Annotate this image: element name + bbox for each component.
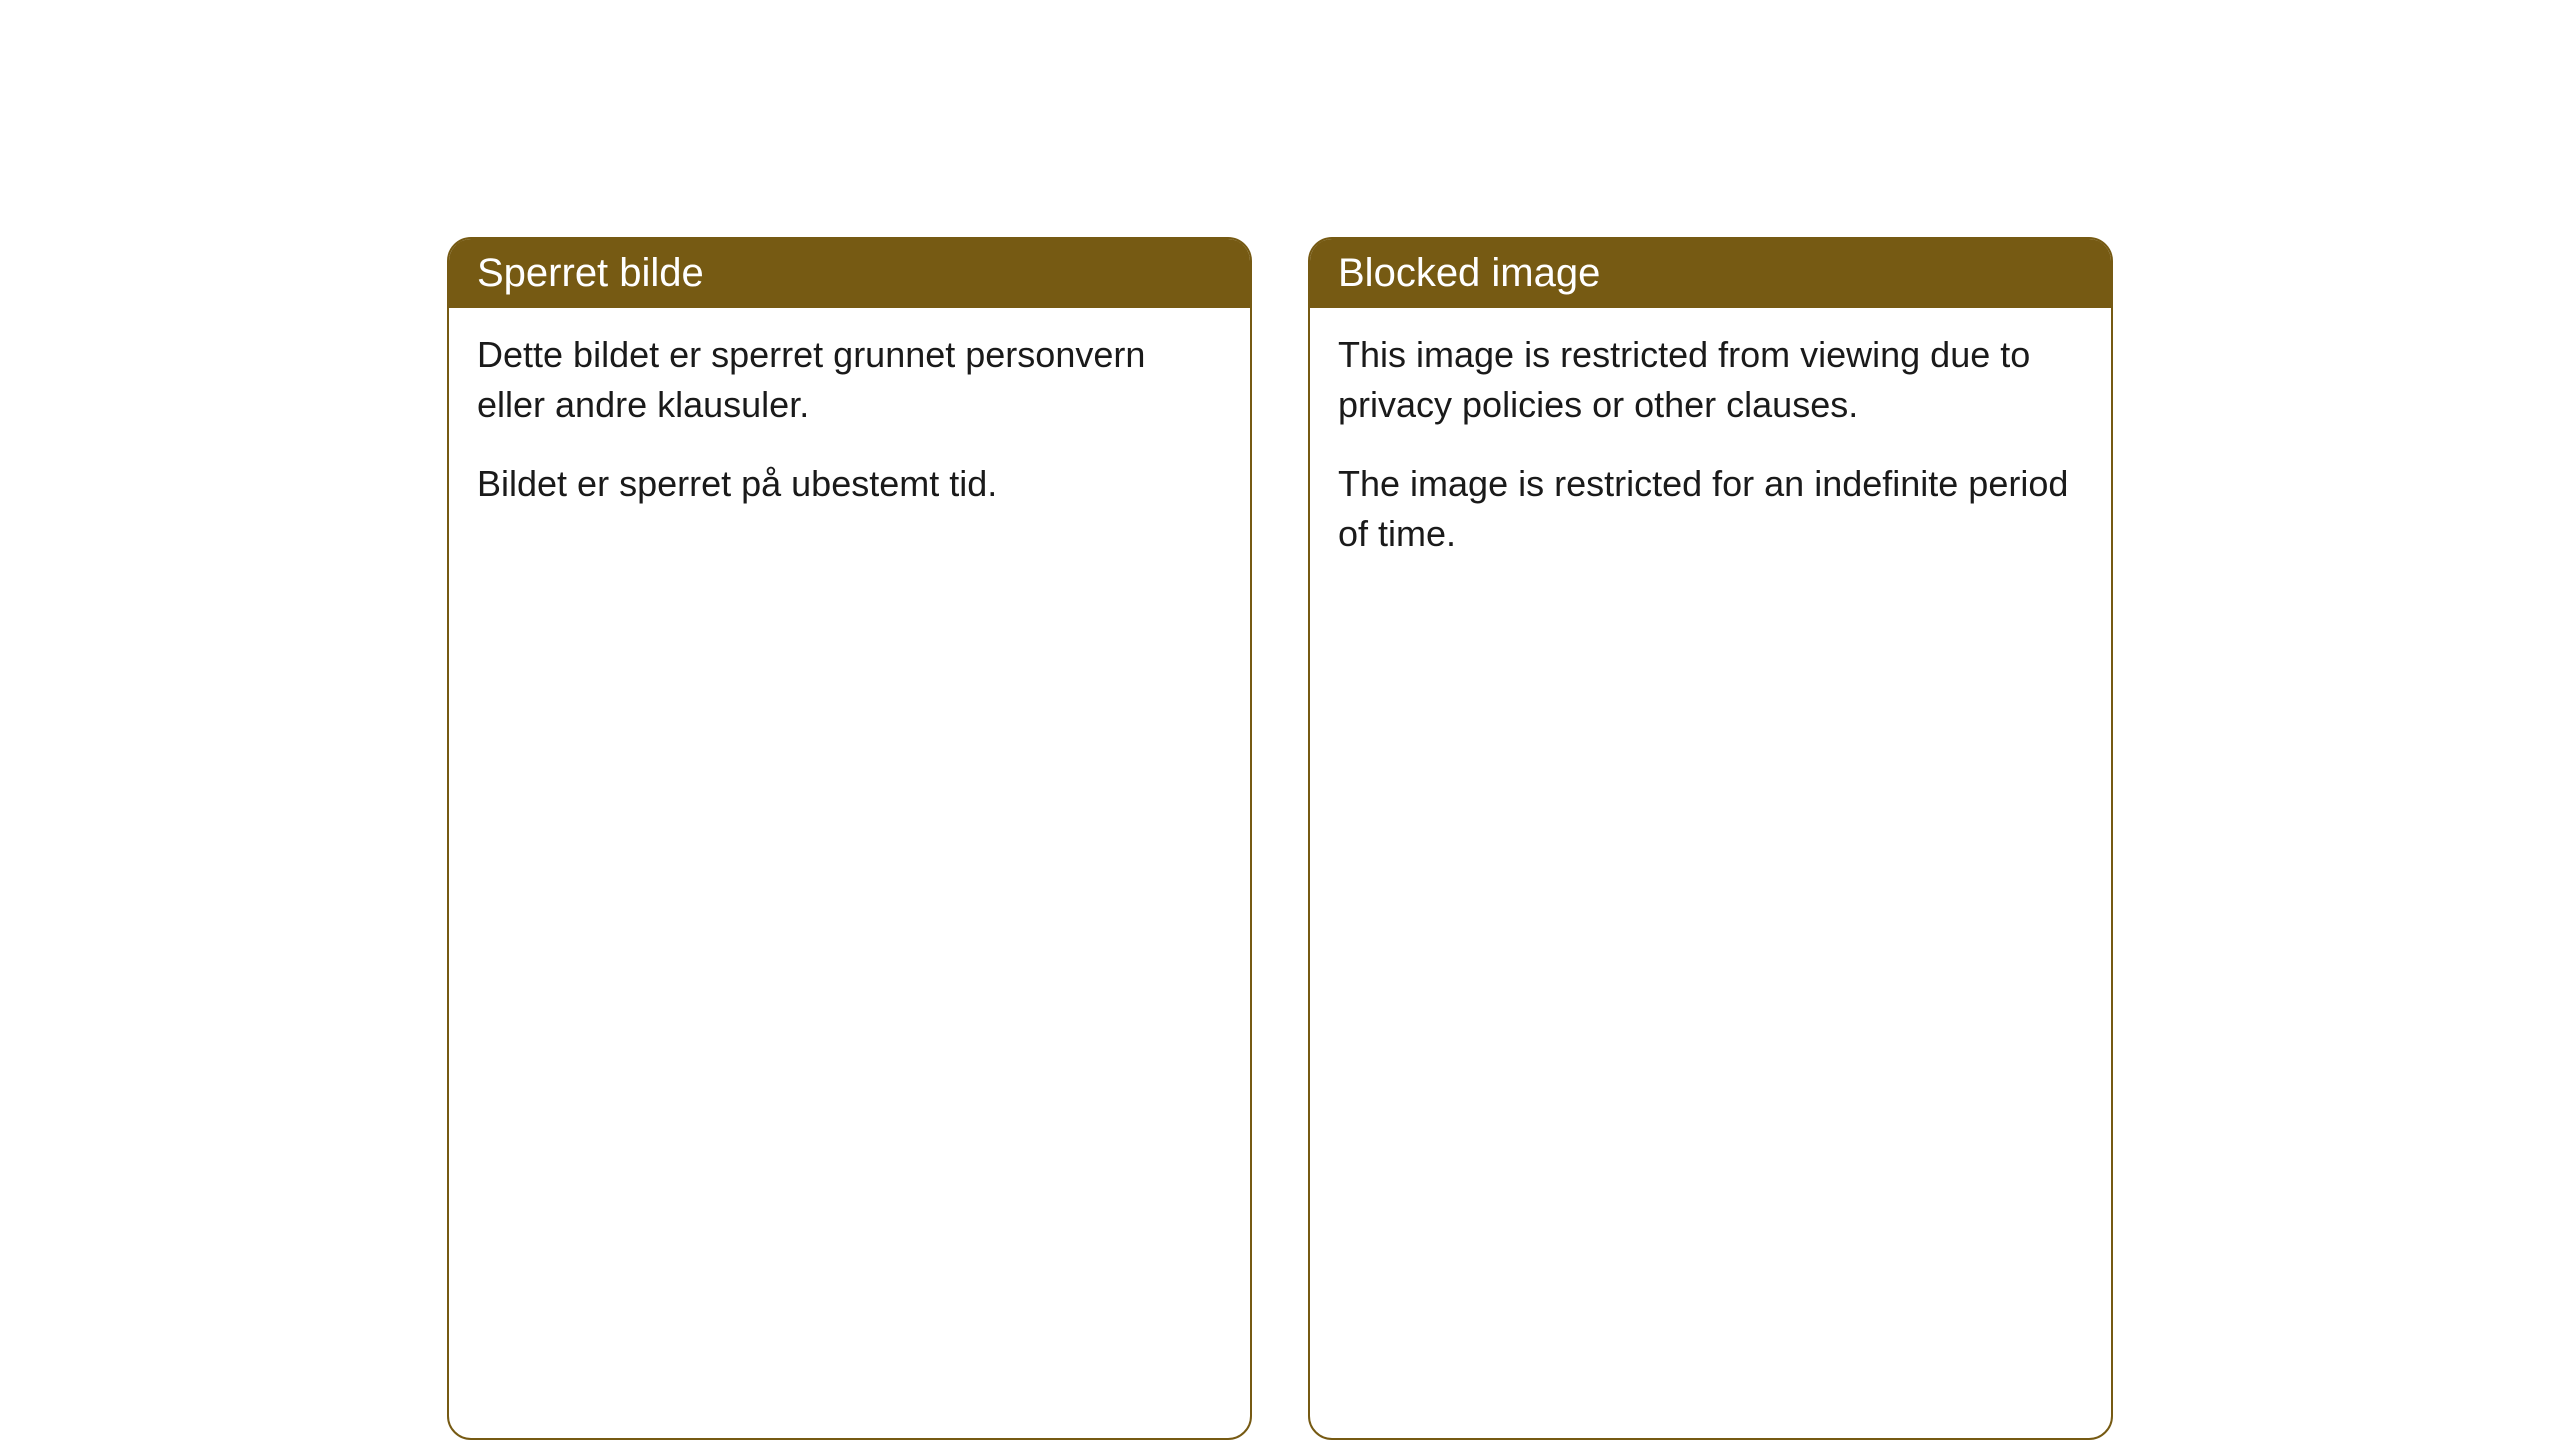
- card-header-norwegian: Sperret bilde: [449, 239, 1250, 308]
- card-header-english: Blocked image: [1310, 239, 2111, 308]
- card-paragraph-1-english: This image is restricted from viewing du…: [1338, 330, 2083, 431]
- card-norwegian: Sperret bilde Dette bildet er sperret gr…: [447, 237, 1252, 1440]
- cards-container: Sperret bilde Dette bildet er sperret gr…: [447, 237, 2113, 1440]
- card-paragraph-2-english: The image is restricted for an indefinit…: [1338, 459, 2083, 560]
- card-paragraph-2-norwegian: Bildet er sperret på ubestemt tid.: [477, 459, 1222, 509]
- card-paragraph-1-norwegian: Dette bildet er sperret grunnet personve…: [477, 330, 1222, 431]
- card-body-english: This image is restricted from viewing du…: [1310, 308, 2111, 598]
- card-title-english: Blocked image: [1338, 251, 1600, 295]
- card-title-norwegian: Sperret bilde: [477, 251, 704, 295]
- card-body-norwegian: Dette bildet er sperret grunnet personve…: [449, 308, 1250, 581]
- card-english: Blocked image This image is restricted f…: [1308, 237, 2113, 1440]
